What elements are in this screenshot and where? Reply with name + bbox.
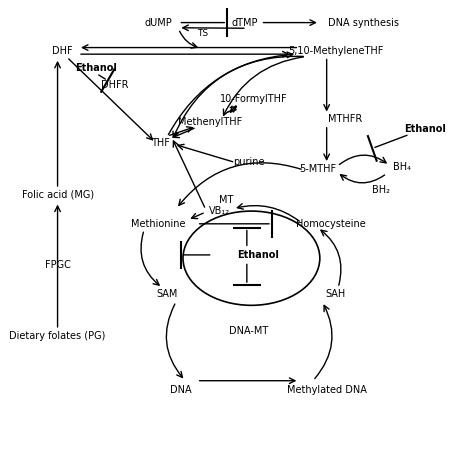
- Text: Methionine: Methionine: [131, 219, 185, 229]
- Text: Homocysteine: Homocysteine: [296, 219, 366, 229]
- Text: dTMP: dTMP: [231, 18, 258, 27]
- Text: Ethanol: Ethanol: [237, 250, 279, 260]
- Text: DHFR: DHFR: [101, 80, 128, 90]
- Text: Folic acid (MG): Folic acid (MG): [21, 190, 94, 200]
- Text: 5,10-MethyleneTHF: 5,10-MethyleneTHF: [288, 46, 383, 56]
- Text: Methylated DNA: Methylated DNA: [287, 385, 366, 395]
- Text: TS: TS: [197, 29, 208, 38]
- Text: BH₂: BH₂: [373, 185, 391, 195]
- Text: MethenylTHF: MethenylTHF: [178, 117, 243, 127]
- Text: 10-FormylTHF: 10-FormylTHF: [220, 94, 288, 104]
- Text: DHF: DHF: [52, 46, 73, 56]
- Text: Dietary folates (PG): Dietary folates (PG): [9, 331, 106, 341]
- Text: THF: THF: [151, 138, 170, 148]
- Text: Ethanol: Ethanol: [75, 64, 117, 73]
- Text: DNA: DNA: [170, 385, 191, 395]
- Text: dUMP: dUMP: [144, 18, 172, 27]
- Text: Ethanol: Ethanol: [404, 124, 446, 134]
- Text: 5-MTHF: 5-MTHF: [299, 164, 336, 173]
- Text: VB₁₂: VB₁₂: [209, 206, 230, 216]
- Text: BH₄: BH₄: [393, 162, 411, 172]
- Text: SAH: SAH: [326, 290, 346, 300]
- Text: FPGC: FPGC: [45, 260, 71, 270]
- Text: SAM: SAM: [156, 290, 178, 300]
- Text: DNA synthesis: DNA synthesis: [328, 18, 399, 27]
- Text: MT: MT: [219, 195, 234, 205]
- Text: DNA-MT: DNA-MT: [229, 326, 269, 336]
- Text: purine: purine: [233, 156, 265, 166]
- Text: MTHFR: MTHFR: [328, 114, 362, 124]
